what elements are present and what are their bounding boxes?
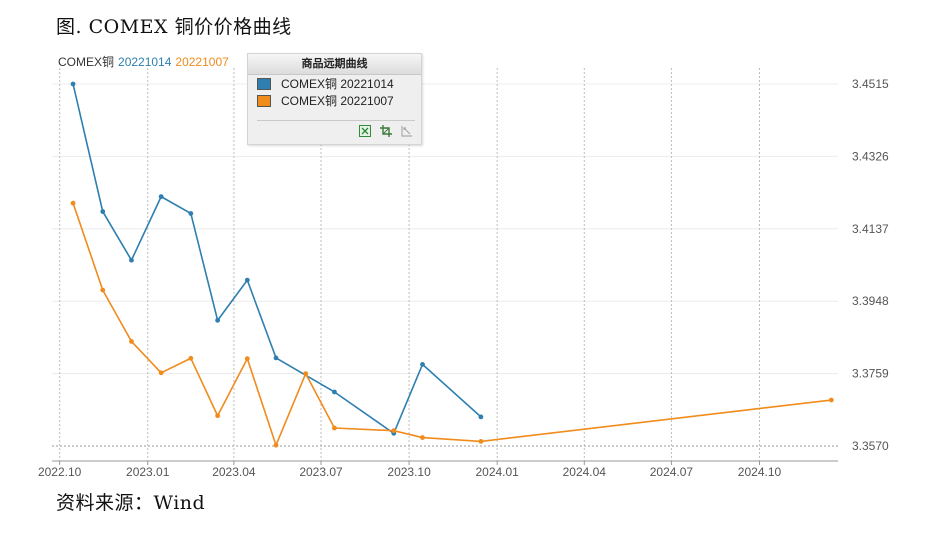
- excel-export-icon[interactable]: [359, 125, 371, 137]
- data-point: [215, 413, 221, 419]
- x-tick-label: 2024.07: [650, 465, 694, 479]
- x-tick-label: 2024.10: [738, 465, 782, 479]
- legend-item-label: COMEX铜 20221007: [281, 94, 394, 108]
- source-note: 资料来源：Wind: [56, 492, 206, 514]
- legend-item-1014[interactable]: COMEX铜 20221014: [257, 75, 421, 92]
- data-point: [273, 442, 279, 448]
- x-tick-label: 2023.04: [212, 465, 256, 479]
- data-point: [828, 397, 834, 403]
- data-point: [129, 257, 134, 263]
- legend-panel-divider: [257, 120, 415, 121]
- y-tick-label: 3.3948: [852, 294, 889, 308]
- y-tick-label: 3.4326: [852, 149, 889, 163]
- legend-panel-tools: [359, 125, 413, 137]
- data-point: [215, 317, 221, 323]
- data-point: [420, 362, 425, 367]
- y-tick-label: 3.3759: [852, 367, 889, 381]
- data-point: [303, 371, 309, 376]
- inline-legend-series-1007[interactable]: 20221007: [175, 55, 229, 69]
- data-point: [478, 439, 484, 444]
- data-point: [244, 277, 250, 283]
- data-point: [478, 414, 484, 420]
- x-tick-label: 2023.10: [387, 465, 431, 479]
- series-line-1014: [72, 83, 482, 435]
- data-point: [70, 200, 76, 206]
- legend-swatch-1014: [257, 77, 271, 90]
- page-title: 图. COMEX 铜价价格曲线: [56, 16, 292, 38]
- series-line-1007: [72, 202, 832, 447]
- data-point: [129, 339, 134, 344]
- data-point: [332, 425, 337, 431]
- data-point: [158, 370, 164, 376]
- data-point: [420, 435, 425, 440]
- legend-swatch-1007: [257, 94, 271, 107]
- legend-panel-title[interactable]: 商品远期曲线: [248, 54, 421, 75]
- data-point: [244, 356, 250, 362]
- data-point: [332, 389, 337, 395]
- inline-legend-series-1014[interactable]: 20221014: [118, 55, 172, 69]
- x-tick-label: 2024.01: [475, 465, 519, 479]
- data-point: [188, 211, 194, 216]
- y-tick-label: 3.3570: [852, 439, 889, 453]
- data-point: [100, 287, 106, 293]
- x-tick-label: 2022.10: [38, 465, 82, 479]
- x-tick-label: 2023.01: [126, 465, 170, 479]
- data-point: [158, 194, 164, 200]
- inline-legend: COMEX铜 20221014 20221007: [58, 53, 233, 70]
- legend-item-1007[interactable]: COMEX铜 20221007: [257, 92, 421, 109]
- data-point: [391, 428, 397, 434]
- x-tick-label: 2024.04: [563, 465, 607, 479]
- y-tick-label: 3.4515: [852, 77, 889, 91]
- inline-legend-label: COMEX铜: [58, 55, 115, 69]
- data-point: [188, 355, 194, 361]
- legend-panel[interactable]: 商品远期曲线 COMEX铜 20221014 COMEX铜 20221007: [247, 53, 422, 145]
- crop-icon[interactable]: [380, 125, 392, 137]
- data-point: [100, 209, 106, 214]
- y-tick-label: 3.4137: [852, 222, 889, 236]
- x-tick-label: 2023.07: [299, 465, 343, 479]
- chart-select-icon[interactable]: [401, 125, 413, 137]
- data-point: [70, 81, 76, 87]
- legend-item-label: COMEX铜 20221014: [281, 77, 394, 91]
- data-point: [273, 355, 279, 361]
